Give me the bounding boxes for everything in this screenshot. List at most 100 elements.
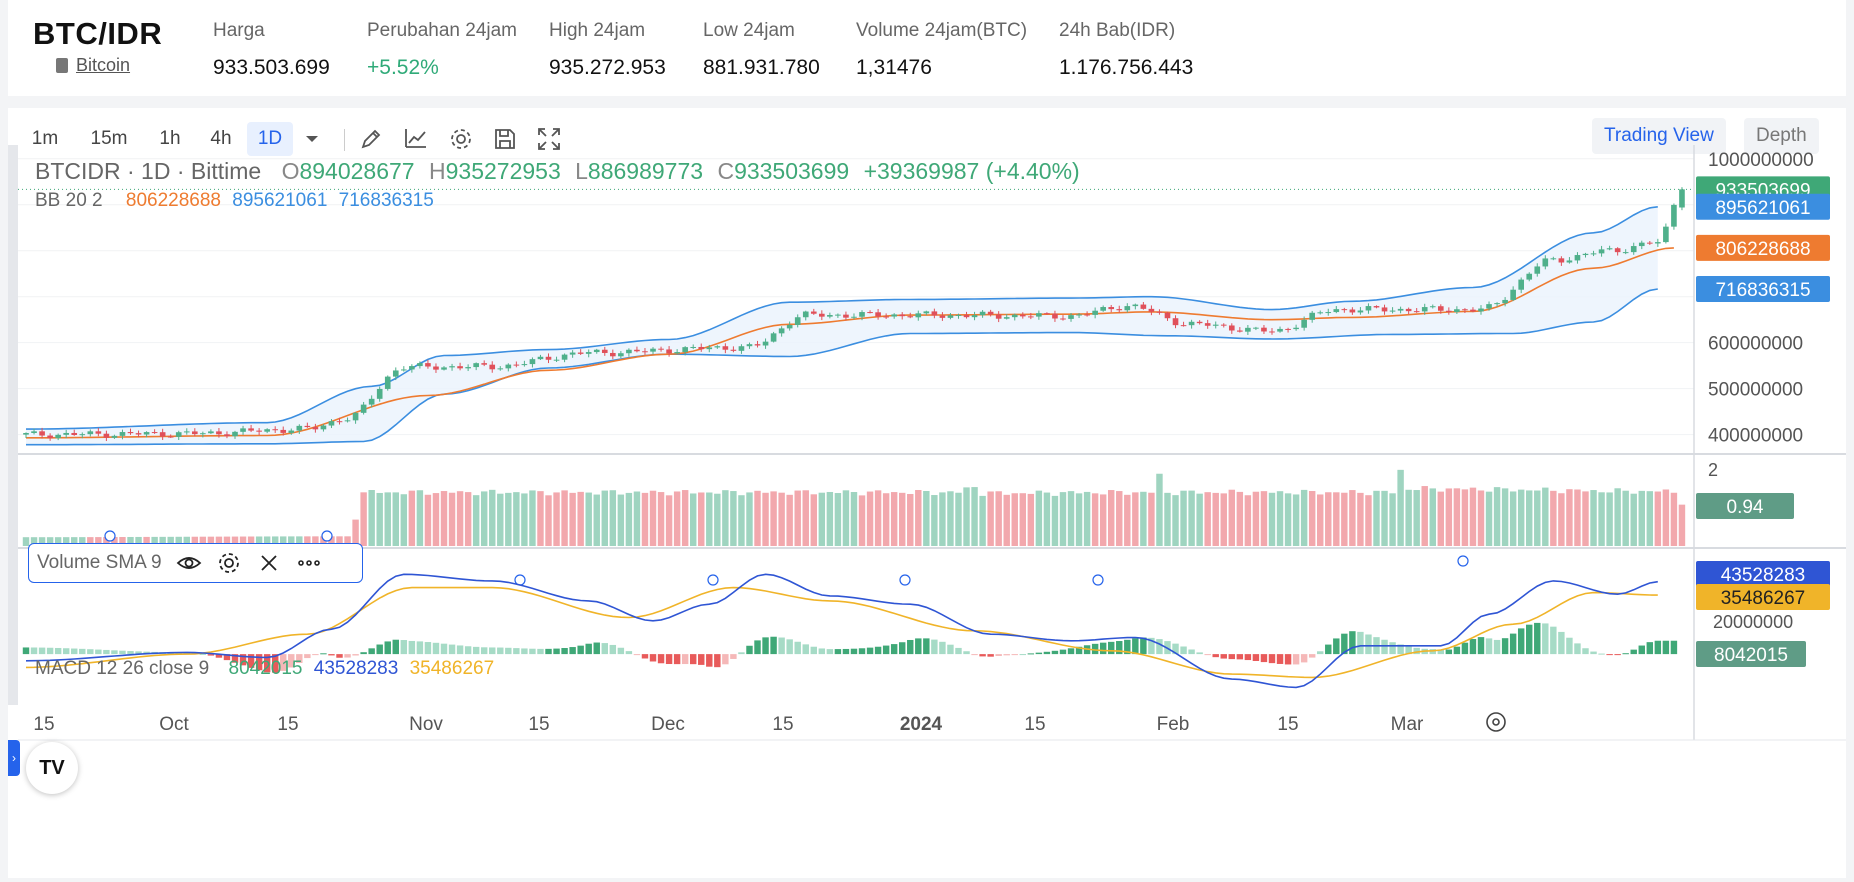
macd-hist-bar: [545, 648, 552, 655]
macd-hist-bar: [971, 654, 978, 656]
macd-hist-bar: [1534, 622, 1541, 655]
chart-settings-icon[interactable]: [1486, 712, 1506, 732]
timeframe-1m[interactable]: 1m: [31, 128, 59, 149]
volume-bar: [46, 537, 54, 546]
macd-hist-bar: [1574, 643, 1581, 655]
volume-bar: [167, 536, 174, 546]
macd-hist-bar: [22, 647, 30, 655]
candle-body: [537, 356, 544, 360]
volume-bar: [858, 495, 866, 546]
volume-bar: [247, 536, 255, 546]
time-tick-label: 15: [33, 714, 54, 735]
chart-toolbar: 1m 15m 1h 4h 1D Trading View Depth: [8, 108, 1846, 170]
stat-volume: Volume 24jam(BTC) 1,31476: [856, 20, 1027, 80]
candle-body: [658, 348, 664, 350]
macd-hist-bar: [464, 646, 472, 655]
stat-low: Low 24jam 881.931.780: [703, 20, 820, 80]
candle-body: [103, 433, 110, 438]
indicator-icon[interactable]: [403, 126, 429, 152]
volume-bar: [1445, 488, 1453, 546]
candle-body: [947, 315, 954, 318]
tradingview-logo-icon[interactable]: TV: [26, 742, 78, 794]
candle-body: [1277, 328, 1283, 332]
volume-bar: [529, 490, 536, 546]
dropdown-icon[interactable]: [299, 126, 325, 152]
volume-bar: [1405, 489, 1412, 546]
more-icon[interactable]: [296, 550, 322, 576]
macd-hist-bar: [1172, 643, 1179, 655]
volume-bar: [810, 494, 818, 546]
volume-bar: [1035, 490, 1043, 546]
macd-hist-bar: [1027, 653, 1035, 655]
volume-bar: [1148, 492, 1155, 546]
macd-hist-bar: [1108, 641, 1115, 655]
candle-body: [593, 349, 600, 353]
macd-hist-bar: [239, 654, 247, 666]
candle-body: [449, 366, 455, 368]
volume-bar: [1276, 491, 1284, 546]
macd-hist-bar: [432, 642, 440, 655]
volume-bar: [1196, 493, 1203, 546]
candlestick-series: [23, 187, 1685, 442]
volume-bar: [818, 492, 826, 546]
volume-bar: [609, 490, 617, 546]
timeframe-1d[interactable]: 1D: [247, 122, 293, 156]
volume-bar: [320, 536, 327, 546]
macd-hist-bar: [119, 650, 126, 655]
depth-button[interactable]: Depth: [1744, 118, 1819, 154]
candle-body: [1502, 299, 1508, 304]
candle-body: [489, 364, 496, 370]
price-tick-label: 600000000: [1708, 334, 1803, 355]
macd-hist-bar: [1325, 644, 1332, 655]
volume-bar: [593, 494, 600, 546]
trading-view-button[interactable]: Trading View: [1592, 118, 1726, 154]
macd-hist-bar: [939, 641, 946, 655]
event-marker: [1457, 555, 1469, 567]
candle-body: [1180, 325, 1187, 327]
macd-hist-bar: [931, 639, 938, 655]
macd-hist-bar: [882, 645, 890, 655]
volume-indicator-legend[interactable]: Volume SMA 9: [28, 543, 363, 583]
macd-hist-bar: [95, 649, 102, 655]
fullscreen-icon[interactable]: [536, 126, 562, 152]
collapse-sidebar-tab[interactable]: ›: [8, 740, 20, 776]
volume-bar: [1437, 491, 1445, 546]
macd-hist-bar: [143, 651, 150, 655]
timeframe-15m[interactable]: 15m: [90, 128, 128, 149]
volume-bar: [633, 491, 641, 546]
macd-hist-bar: [762, 637, 769, 655]
macd-hist-bar: [722, 654, 729, 665]
macd-hist-bar: [1638, 645, 1645, 655]
volume-bar: [22, 537, 30, 546]
macd-hist-bar: [601, 643, 608, 655]
volume-bar: [762, 492, 769, 546]
macd-hist-bar: [255, 654, 263, 671]
close-icon[interactable]: [256, 550, 282, 576]
candle-body: [786, 324, 793, 329]
candle-body: [1437, 306, 1444, 311]
timeframe-4h[interactable]: 4h: [210, 128, 232, 149]
macd-hist-bar: [1236, 654, 1244, 660]
volume-bar: [191, 536, 199, 546]
stat-value: 933.503.699: [213, 56, 330, 79]
gear-icon[interactable]: [448, 126, 474, 152]
legend-symbol: BTCIDR · 1D · Bittime: [35, 158, 262, 184]
macd-tag-label: 8042015: [1714, 645, 1788, 666]
macd-tag-bg: [1696, 641, 1806, 667]
volume-bar: [119, 537, 126, 546]
chart-canvas[interactable]: 1000000000 600000000 500000000 400000000 933…: [8, 108, 1846, 878]
eye-icon[interactable]: [176, 550, 202, 576]
volume-bar: [79, 537, 86, 546]
macd-hist-bar: [1550, 626, 1557, 655]
macd-hist-bar: [111, 650, 118, 655]
candle-body: [1357, 310, 1364, 313]
gear-icon[interactable]: [216, 550, 242, 576]
save-icon[interactable]: [492, 126, 518, 152]
pencil-icon[interactable]: [358, 126, 384, 152]
timeframe-1h[interactable]: 1h: [159, 128, 181, 149]
legend-bb-label: BB 20 2: [35, 190, 103, 211]
coin-link[interactable]: Bitcoin: [56, 55, 130, 76]
candle-body: [690, 346, 697, 348]
macd-tag-label: 43528283: [1721, 565, 1806, 586]
macd-line: [25, 573, 1658, 689]
